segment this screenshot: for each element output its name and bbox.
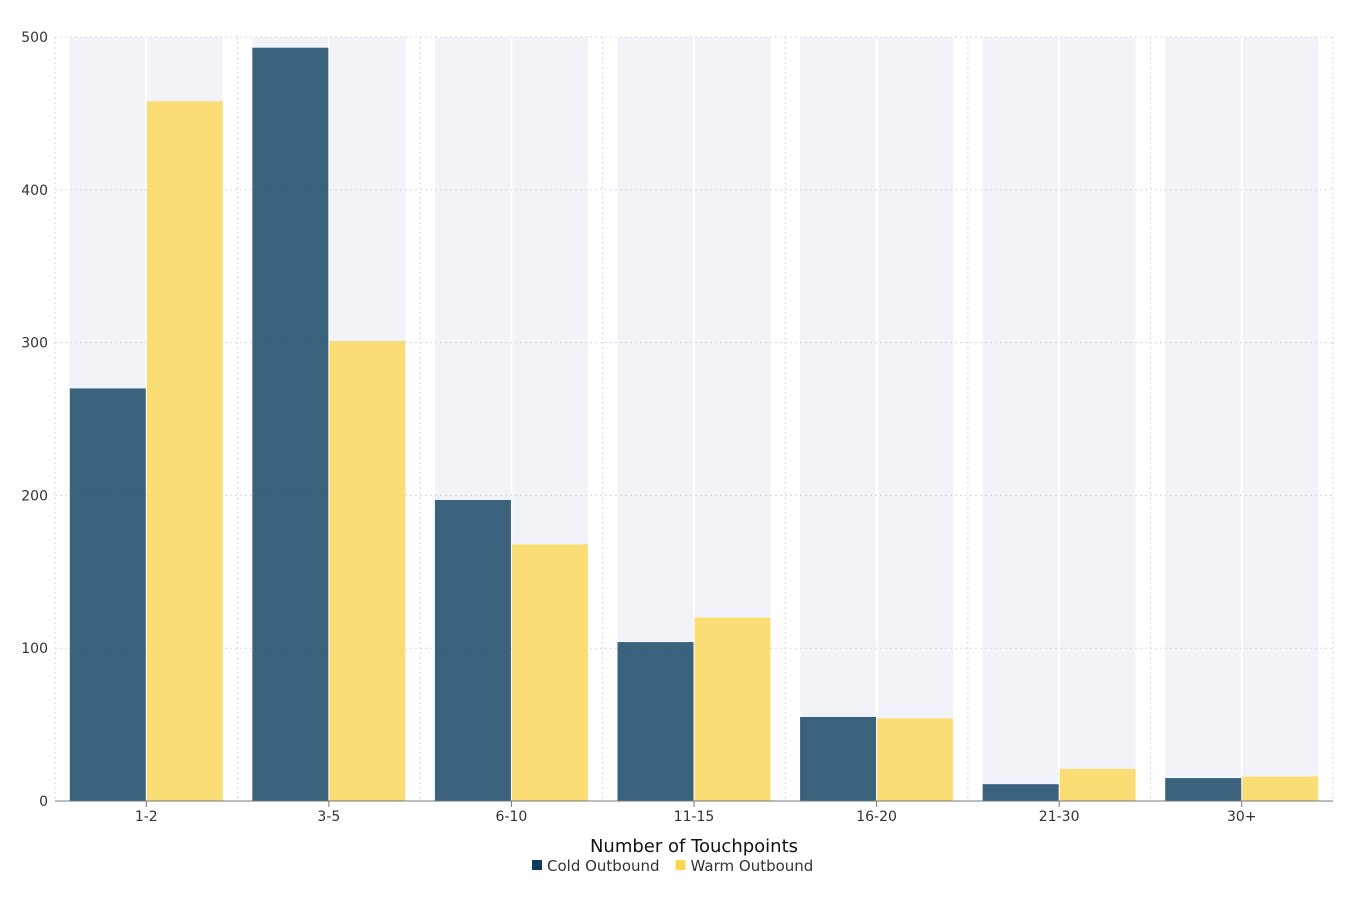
x-axis-ticks: 1-2 3-5 6-10 11-15 16-20 21-30 30+ [135, 801, 1257, 825]
bar-cold-outbound-3-5 [252, 47, 329, 802]
x-tick-label-0: 1-2 [135, 809, 158, 825]
y-axis-ticks: 0 100 200 300 400 500 [21, 30, 48, 810]
x-axis-title: Number of Touchpoints [590, 836, 798, 857]
legend-swatch-warm-outbound [675, 860, 686, 870]
gridlines [54, 36, 1334, 801]
bar-warm-outbound-30+ [1242, 776, 1319, 801]
bar-warm-outbound-1-2 [146, 101, 223, 801]
bar-warm-outbound-21-30 [1059, 768, 1136, 801]
x-tick-label-2: 6-10 [496, 809, 528, 825]
legend: Cold Outbound Warm Outbound [532, 857, 813, 875]
bar-warm-outbound-16-20 [877, 718, 954, 801]
category-backgrounds [69, 37, 1319, 801]
bar-warm-outbound-3-5 [329, 341, 406, 801]
x-tick-label-4: 16-20 [856, 809, 897, 825]
y-tick-label-500: 500 [21, 30, 48, 46]
legend-swatch-cold-outbound [532, 860, 542, 870]
bar-warm-outbound-6-10 [511, 544, 588, 801]
x-tick-label-1: 3-5 [317, 809, 340, 825]
y-tick-label-300: 300 [21, 336, 48, 352]
bar-cold-outbound-16-20 [800, 716, 877, 801]
y-tick-label-200: 200 [21, 488, 48, 504]
x-tick-label-3: 11-15 [674, 809, 715, 825]
legend-label-warm-outbound: Warm Outbound [691, 857, 814, 875]
y-tick-label-0: 0 [39, 794, 48, 810]
bar-cold-outbound-11-15 [617, 642, 694, 801]
bars [69, 47, 1319, 802]
y-tick-label-400: 400 [21, 183, 48, 199]
x-tick-label-5: 21-30 [1039, 809, 1080, 825]
bar-cold-outbound-21-30 [982, 784, 1059, 801]
bar-cold-outbound-6-10 [434, 499, 511, 801]
y-tick-label-100: 100 [21, 641, 48, 657]
bar-cold-outbound-1-2 [69, 388, 146, 801]
legend-label-cold-outbound: Cold Outbound [547, 857, 660, 875]
bar-cold-outbound-30+ [1165, 778, 1242, 801]
bar-warm-outbound-11-15 [694, 617, 771, 801]
x-tick-label-6: 30+ [1227, 809, 1257, 825]
